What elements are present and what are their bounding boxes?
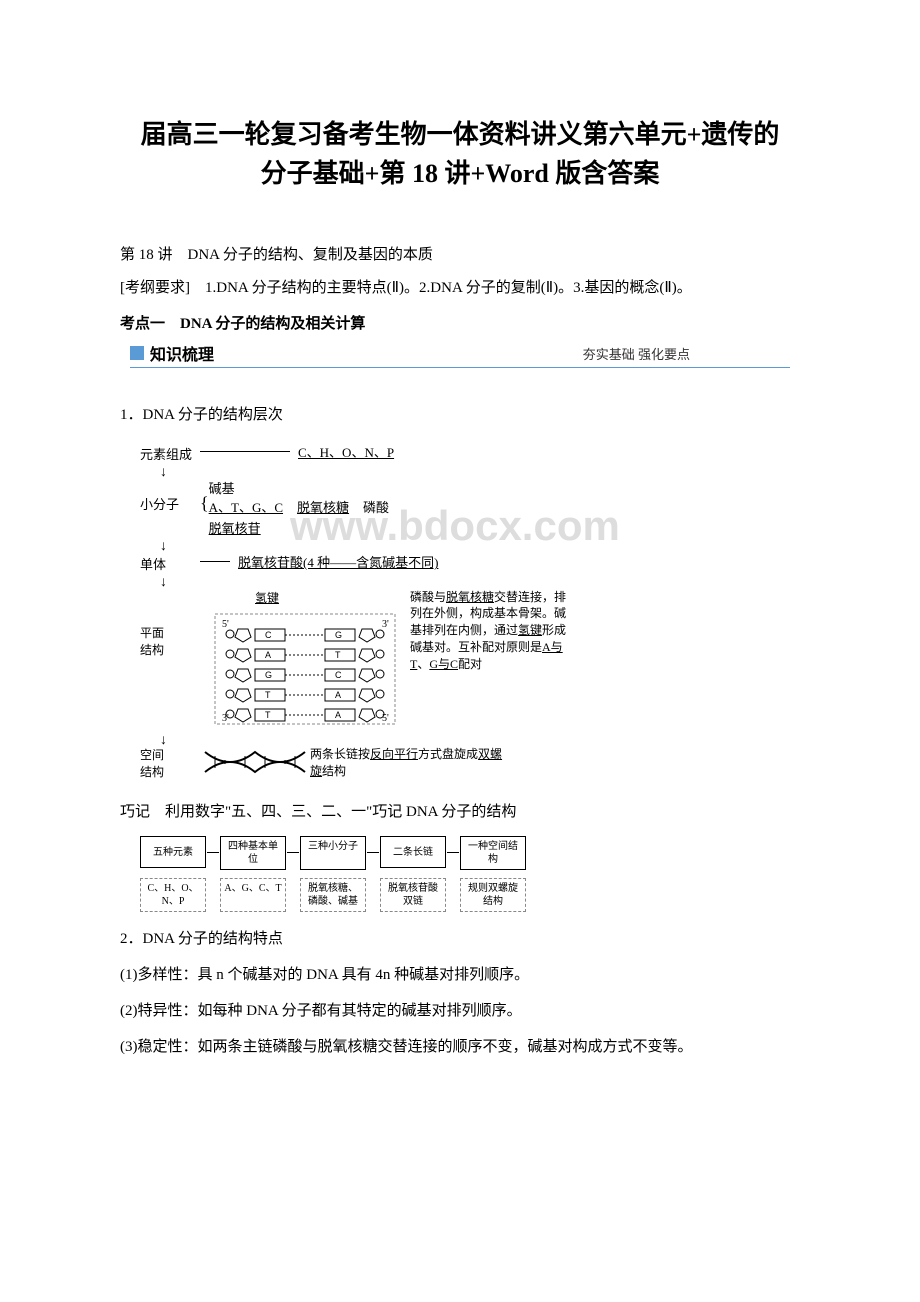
topic-1-header: 考点一 DNA 分子的结构及相关计算 <box>90 312 830 333</box>
connector-line <box>447 852 459 870</box>
cell-elements: C、H、O、N、P <box>140 878 206 912</box>
feature-1: (1)多样性：具 n 个碱基对的 DNA 具有 4n 种碱基对排列顺序。 <box>90 963 830 987</box>
connector-line <box>287 852 299 870</box>
row-label-block: 平面 结构 <box>140 589 200 735</box>
cell-three: 三种小分子 <box>300 836 366 870</box>
table-row: 五种元素 四种基本单位 三种小分子 二条长链 一种空间结构 <box>140 836 780 870</box>
row-content: 碱基 A、T、G、C 脱氧核糖 磷酸 脱氧核苷 <box>209 478 780 537</box>
svg-text:T: T <box>335 650 341 660</box>
cell-five: 五种元素 <box>140 836 206 868</box>
banner-marker-icon <box>130 346 144 360</box>
mnemonic-text: 巧记 利用数字"五、四、三、二、一"巧记 DNA 分子的结构 <box>90 800 830 824</box>
row-label: 元素组成 <box>140 442 200 463</box>
svg-text:C: C <box>265 630 272 640</box>
arrow-down-icon: ↓ <box>160 735 780 746</box>
document-title: 届高三一轮复习备考生物一体资料讲义第六单元+遗传的 分子基础+第 18 讲+Wo… <box>90 115 830 193</box>
hbond-label: 氢键 <box>255 591 279 605</box>
cell-four: 四种基本单位 <box>220 836 286 870</box>
svg-text:5': 5' <box>222 619 229 630</box>
brace-icon: { <box>200 478 209 528</box>
svg-text:T: T <box>265 690 271 700</box>
mnemonic-table: 五种元素 四种基本单位 三种小分子 二条长链 一种空间结构 C、H、O、N、P … <box>140 836 780 912</box>
knowledge-banner: 知识梳理 夯实基础 强化要点 <box>130 341 790 368</box>
svg-text:3': 3' <box>382 619 389 630</box>
svg-text:G: G <box>335 630 342 640</box>
feature-2: (2)特异性：如每种 DNA 分子都有其特定的碱基对排列顺序。 <box>90 999 830 1023</box>
row-label-2: 结构 <box>140 641 200 658</box>
row-label: 平面 <box>140 624 200 641</box>
hierarchy-row-molecules: 小分子 { 碱基 A、T、G、C 脱氧核糖 磷酸 脱氧核苷 <box>140 478 780 537</box>
cell-two: 二条长链 <box>380 836 446 868</box>
svg-text:A: A <box>265 650 271 660</box>
double-helix-icon <box>200 746 310 778</box>
title-line-1: 届高三一轮复习备考生物一体资料讲义第六单元+遗传的 <box>141 120 780 149</box>
phosphate-label: 磷酸 <box>363 497 389 516</box>
hierarchy-row-planar: 平面 结构 氢键 5' 3' 3' 5' <box>140 589 780 735</box>
arrow-down-icon: ↓ <box>160 577 780 588</box>
svg-text:5': 5' <box>382 713 389 724</box>
svg-text:C: C <box>335 670 342 680</box>
title-line-2: 分子基础+第 18 讲+Word 版含答案 <box>261 159 660 188</box>
row-content: C、H、O、N、P <box>298 442 780 461</box>
structure-hierarchy-diagram: www.bdocx.com 元素组成 C、H、O、N、P ↓ 小分子 { 碱基 … <box>140 442 780 780</box>
lecture-header: 第 18 讲 DNA 分子的结构、复制及基因的本质 <box>90 243 830 264</box>
hierarchy-row-elements: 元素组成 C、H、O、N、P <box>140 442 780 463</box>
feature-3: (3)稳定性：如两条主链磷酸与脱氧核糖交替连接的顺序不变，碱基对构成方式不变等。 <box>90 1035 830 1059</box>
bases-label: 碱基 <box>209 478 235 497</box>
cell-bases: A、G、C、T <box>220 878 286 912</box>
svg-text:3': 3' <box>222 713 229 724</box>
connector-line <box>200 552 230 562</box>
nucleoside-label: 脱氧核苷 <box>209 521 261 536</box>
svg-text:A: A <box>335 710 341 720</box>
dna-ladder-icon: 5' 3' 3' 5' C G <box>210 609 400 729</box>
hierarchy-row-monomer: 单体 脱氧核苷酸(4 种——含氮碱基不同) <box>140 552 780 573</box>
arrow-down-icon: ↓ <box>160 467 780 478</box>
connector-line <box>367 852 379 870</box>
bases-list: A、T、G、C <box>209 497 283 516</box>
row-label: 空间 <box>140 746 200 763</box>
item-2-header: 2．DNA 分子的结构特点 <box>90 927 830 951</box>
item-1-header: 1．DNA 分子的结构层次 <box>90 403 830 427</box>
planar-description: 磷酸与脱氧核糖交替连接，排列在外侧，构成基本骨架。碱基排列在内侧，通过氢键形成碱… <box>410 589 570 735</box>
row-label-block: 空间 结构 <box>140 746 200 780</box>
hierarchy-row-spatial: 空间 结构 两条长链按反向平行方式盘旋成双螺旋结构 <box>140 746 780 780</box>
cell-one: 一种空间结构 <box>460 836 526 870</box>
knowledge-subtitle: 夯实基础 强化要点 <box>583 344 690 363</box>
cell-helix: 规则双螺旋结构 <box>460 878 526 912</box>
row-label-2: 结构 <box>140 763 200 780</box>
arrow-down-icon: ↓ <box>160 541 780 552</box>
table-row: C、H、O、N、P A、G、C、T 脱氧核糖、磷酸、碱基 脱氧核苷酸双链 规则双… <box>140 878 780 912</box>
svg-text:A: A <box>335 690 341 700</box>
cell-molecules: 脱氧核糖、磷酸、碱基 <box>300 878 366 912</box>
spatial-description: 两条长链按反向平行方式盘旋成双螺旋结构 <box>310 746 510 780</box>
svg-text:T: T <box>265 710 271 720</box>
row-label: 小分子 <box>140 478 200 513</box>
syllabus-text: [考纲要求] 1.DNA 分子结构的主要特点(Ⅱ)。2.DNA 分子的复制(Ⅱ)… <box>90 276 830 300</box>
planar-structure-graphic: 氢键 5' 3' 3' 5' <box>200 589 410 735</box>
row-label: 单体 <box>140 552 200 573</box>
connector-line <box>200 442 290 452</box>
row-content: 脱氧核苷酸(4 种——含氮碱基不同) <box>238 552 780 571</box>
knowledge-label: 知识梳理 <box>150 341 214 365</box>
sugar-label: 脱氧核糖 <box>297 497 349 516</box>
svg-text:G: G <box>265 670 272 680</box>
connector-line <box>207 852 219 870</box>
cell-chains: 脱氧核苷酸双链 <box>380 878 446 912</box>
